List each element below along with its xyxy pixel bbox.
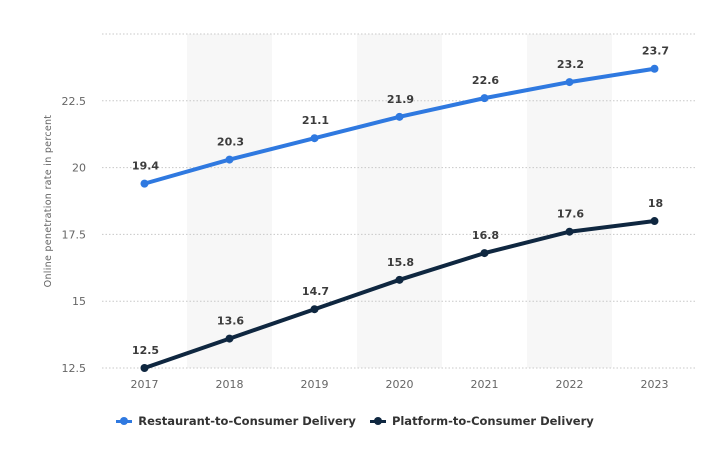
y-axis-ticks: 12.5 15 17.5 20 22.5 [62,95,87,375]
data-point [480,94,489,103]
y-tick-label: 22.5 [62,95,87,108]
data-point [140,364,149,372]
data-point [395,112,404,121]
y-tick-label: 12.5 [62,362,87,375]
data-label: 12.5 [132,344,159,357]
data-label: 17.6 [557,208,584,221]
data-label: 15.8 [387,256,414,269]
data-point [310,134,319,143]
y-axis-label: Online penetration rate in percent [43,115,54,288]
data-point [650,217,659,226]
legend-label: Platform-to-Consumer Delivery [391,414,594,428]
column-band [187,34,272,368]
data-label: 22.6 [472,74,499,87]
data-point [650,64,659,73]
data-label: 18 [648,197,663,210]
column-shading [187,34,612,368]
x-axis-ticks: 2017 2018 2019 2020 2021 2022 2023 [131,378,669,391]
y-tick-label: 20 [72,162,86,175]
data-label: 23.7 [642,45,669,58]
data-point [225,334,234,343]
data-point [310,305,319,314]
data-label: 19.4 [132,160,159,173]
legend-marker-icon [369,417,386,425]
data-point [395,275,404,284]
legend-item-restaurant[interactable]: Restaurant-to-Consumer Delivery [116,414,356,428]
x-tick-label: 2021 [471,378,499,391]
x-tick-label: 2023 [641,378,669,391]
x-tick-label: 2020 [386,378,414,391]
data-label: 13.6 [217,315,244,328]
column-band [527,34,612,368]
data-label: 20.3 [217,136,244,149]
x-tick-label: 2022 [556,378,584,391]
data-point [565,227,574,236]
legend-label: Restaurant-to-Consumer Delivery [138,414,356,428]
data-point [565,78,574,87]
legend-item-platform[interactable]: Platform-to-Consumer Delivery [369,414,594,428]
x-tick-label: 2017 [131,378,159,391]
data-label: 16.8 [472,229,499,242]
legend: Restaurant-to-Consumer Delivery Platform… [0,414,716,428]
x-tick-label: 2019 [301,378,329,391]
data-label: 21.9 [387,93,414,106]
series-layer [140,64,659,372]
data-point [225,155,234,164]
data-label: 21.1 [302,114,329,127]
legend-dot [373,417,382,425]
legend-dot [120,417,129,425]
column-band [357,34,442,368]
legend-marker-icon [116,417,133,425]
y-tick-label: 15 [72,295,86,308]
data-point [480,249,489,258]
data-label: 14.7 [302,285,329,298]
data-labels: 19.4 20.3 21.1 21.9 22.6 23.2 23.7 12.5 13.6 14.7… [132,45,669,357]
y-tick-label: 17.5 [62,228,87,241]
data-label: 23.2 [557,58,584,71]
data-point [140,179,149,188]
x-tick-label: 2018 [216,378,244,391]
